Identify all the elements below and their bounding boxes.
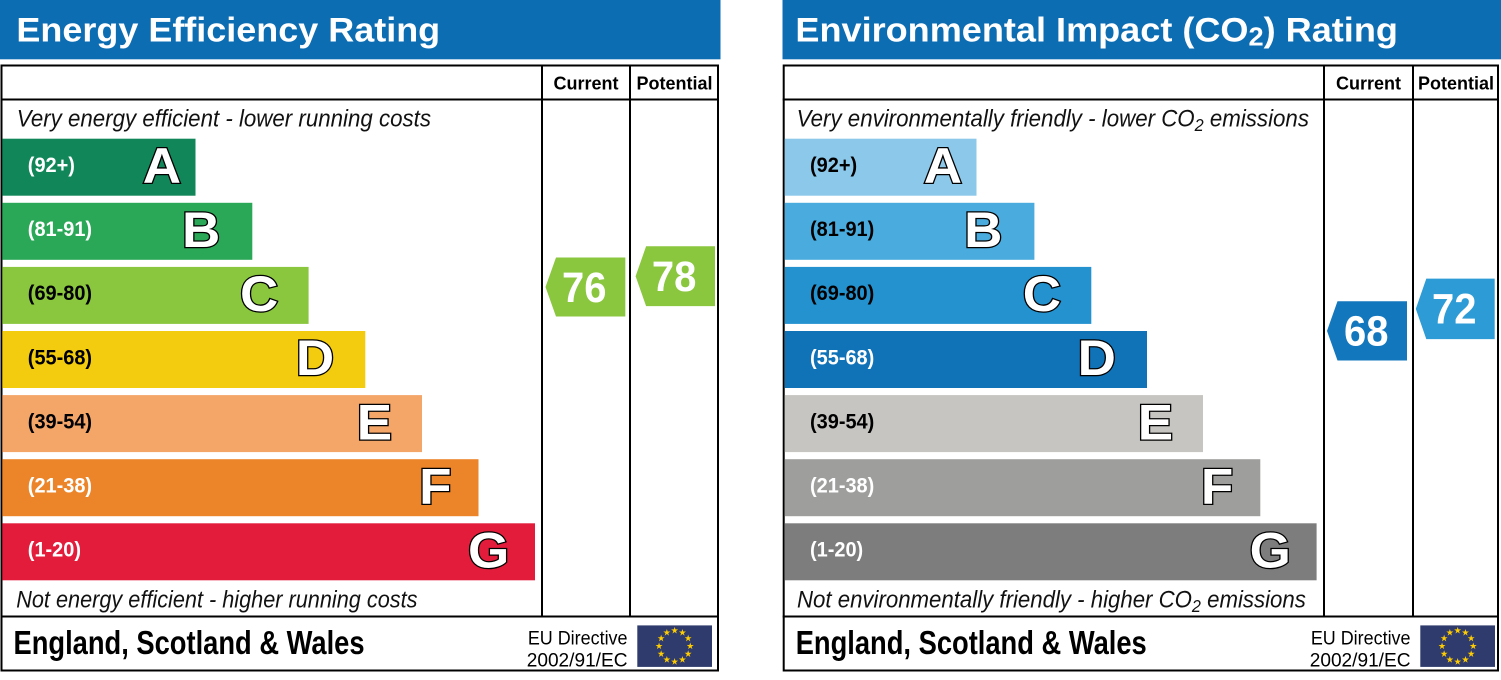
svg-text:(21-38): (21-38)	[810, 474, 874, 498]
svg-text:F: F	[419, 458, 451, 514]
svg-text:E: E	[357, 394, 392, 450]
svg-text:Environmental Impact (CO2) Rat: Environmental Impact (CO2) Rating	[795, 11, 1398, 51]
svg-text:Current: Current	[553, 73, 618, 93]
svg-text:72: 72	[1432, 284, 1476, 333]
svg-text:(21-38): (21-38)	[28, 474, 92, 498]
svg-text:(1-20): (1-20)	[28, 538, 81, 562]
svg-text:B: B	[964, 201, 1002, 257]
svg-text:England, Scotland & Wales: England, Scotland & Wales	[796, 626, 1147, 662]
svg-text:(69-80): (69-80)	[28, 282, 92, 306]
svg-text:78: 78	[652, 252, 696, 301]
svg-text:(81-91): (81-91)	[28, 218, 92, 242]
svg-text:Very environmentally friendly: Very environmentally friendly - lower CO…	[797, 105, 1310, 135]
svg-text:A: A	[143, 137, 181, 193]
svg-text:(39-54): (39-54)	[28, 410, 92, 434]
svg-text:E: E	[1138, 394, 1173, 450]
svg-text:Potential: Potential	[1418, 73, 1494, 93]
svg-text:Very energy efficient - lower: Very energy efficient - lower running co…	[17, 105, 432, 132]
svg-text:EU Directive: EU Directive	[528, 627, 628, 649]
svg-text:EU Directive: EU Directive	[1311, 627, 1411, 649]
svg-text:G: G	[1250, 522, 1291, 578]
svg-text:D: D	[296, 330, 334, 386]
svg-text:(92+): (92+)	[810, 154, 857, 178]
svg-text:2002/91/EC: 2002/91/EC	[1310, 650, 1411, 671]
svg-text:Potential: Potential	[636, 73, 712, 93]
svg-text:2002/91/EC: 2002/91/EC	[527, 650, 628, 671]
svg-text:B: B	[182, 201, 220, 257]
svg-text:(55-68): (55-68)	[28, 346, 92, 370]
svg-text:G: G	[468, 522, 509, 578]
svg-text:D: D	[1078, 330, 1116, 386]
svg-text:(1-20): (1-20)	[810, 538, 863, 562]
svg-text:England, Scotland & Wales: England, Scotland & Wales	[14, 626, 365, 662]
svg-text:(69-80): (69-80)	[810, 282, 874, 306]
svg-text:Energy Efficiency Rating: Energy Efficiency Rating	[16, 11, 440, 49]
svg-text:Current: Current	[1336, 73, 1401, 93]
svg-text:(39-54): (39-54)	[810, 410, 874, 434]
svg-text:F: F	[1201, 458, 1233, 514]
svg-text:(55-68): (55-68)	[810, 346, 874, 370]
svg-text:C: C	[240, 265, 278, 321]
svg-text:Not environmentally friendly -: Not environmentally friendly - higher CO…	[797, 586, 1306, 616]
svg-text:68: 68	[1344, 306, 1388, 355]
svg-text:(81-91): (81-91)	[810, 218, 874, 242]
svg-text:C: C	[1023, 265, 1061, 321]
svg-text:76: 76	[562, 262, 606, 311]
svg-text:(92+): (92+)	[28, 154, 75, 178]
svg-text:Not energy efficient - higher: Not energy efficient - higher running co…	[16, 585, 417, 612]
svg-text:A: A	[924, 137, 962, 193]
